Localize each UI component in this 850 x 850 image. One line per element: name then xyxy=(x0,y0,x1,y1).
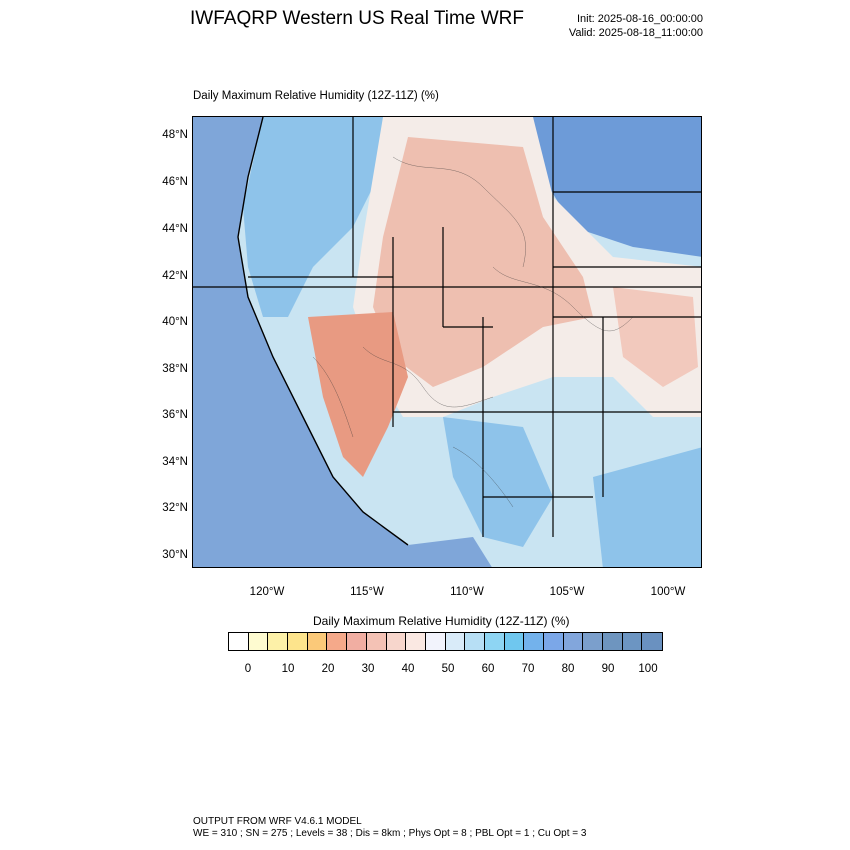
state-boundaries xyxy=(193,117,701,537)
legend-swatch xyxy=(583,633,604,650)
model-version: OUTPUT FROM WRF V4.6.1 MODEL xyxy=(193,816,362,827)
moist-zone-northwest xyxy=(243,117,383,317)
latitude-label: 32°N xyxy=(162,502,188,514)
legend-swatch xyxy=(366,633,387,650)
legend-swatch xyxy=(445,633,466,650)
legend-tick-label: 30 xyxy=(361,663,375,675)
moist-zone-southwest xyxy=(443,417,553,547)
legend-swatch xyxy=(642,633,663,650)
legend-tick-label: 50 xyxy=(441,663,455,675)
latitude-label: 46°N xyxy=(162,176,188,188)
legend-swatch xyxy=(288,633,308,650)
latitude-label: 36°N xyxy=(162,409,188,421)
legend-tick-label: 100 xyxy=(638,663,658,675)
legend-swatch xyxy=(524,633,544,650)
legend-tick-label: 90 xyxy=(601,663,615,675)
legend-swatch xyxy=(465,633,485,650)
legend-swatch xyxy=(229,633,249,650)
legend-swatch xyxy=(327,633,348,650)
legend-tick-label: 70 xyxy=(521,663,535,675)
page-title: IWFAQRP Western US Real Time WRF xyxy=(190,8,524,29)
very-dry-great-basin xyxy=(308,312,408,477)
longitude-label: 105°W xyxy=(549,586,585,598)
legend-swatch xyxy=(406,633,426,650)
latitude-label: 42°N xyxy=(162,270,188,282)
coastline xyxy=(237,117,409,546)
model-info: OUTPUT FROM WRF V4.6.1 MODEL WE = 310 ; … xyxy=(193,816,586,840)
contour-lines xyxy=(312,156,634,508)
color-legend xyxy=(228,632,664,651)
legend-swatch xyxy=(544,633,564,650)
legend-swatch xyxy=(484,633,505,650)
legend-swatch xyxy=(603,633,623,650)
longitude-label: 100°W xyxy=(650,586,686,598)
legend-tick-label: 80 xyxy=(561,663,575,675)
forecast-times: Init: 2025-08-16_00:00:00 Valid: 2025-08… xyxy=(560,12,703,40)
moist-zone-southeast xyxy=(593,447,701,567)
map-subtitle: Daily Maximum Relative Humidity (12Z-11Z… xyxy=(193,90,439,102)
legend-swatch xyxy=(347,633,367,650)
legend-swatch xyxy=(425,633,446,650)
legend-tick-label: 20 xyxy=(321,663,335,675)
latitude-label: 38°N xyxy=(162,363,188,375)
dry-zone-central-plains xyxy=(613,287,698,387)
model-config: WE = 310 ; SN = 275 ; Levels = 38 ; Dis … xyxy=(193,828,587,839)
legend-tick-label: 0 xyxy=(244,663,252,675)
latitude-label: 40°N xyxy=(162,316,188,328)
dry-zone-interior xyxy=(373,137,593,387)
legend-swatch xyxy=(307,633,328,650)
longitude-label: 120°W xyxy=(249,586,285,598)
legend-swatch xyxy=(386,633,407,650)
latitude-label: 48°N xyxy=(162,129,188,141)
valid-time: Valid: 2025-08-18_11:00:00 xyxy=(568,27,703,39)
legend-tick-label: 40 xyxy=(401,663,415,675)
latitude-label: 44°N xyxy=(162,223,188,235)
map-panel xyxy=(192,116,702,568)
latitude-label: 30°N xyxy=(162,549,188,561)
humidity-map xyxy=(193,117,701,567)
legend-title: Daily Maximum Relative Humidity (12Z-11Z… xyxy=(313,614,570,628)
legend-swatch xyxy=(248,633,269,650)
latitude-label: 34°N xyxy=(162,456,188,468)
legend-swatch xyxy=(563,633,584,650)
legend-tick-label: 10 xyxy=(281,663,295,675)
longitude-label: 110°W xyxy=(450,586,484,598)
legend-tick-label: 60 xyxy=(481,663,495,675)
legend-swatch xyxy=(622,633,643,650)
init-time: Init: 2025-08-16_00:00:00 xyxy=(577,13,703,25)
legend-swatch xyxy=(504,633,525,650)
legend-swatch xyxy=(268,633,289,650)
longitude-label: 115°W xyxy=(350,586,384,598)
